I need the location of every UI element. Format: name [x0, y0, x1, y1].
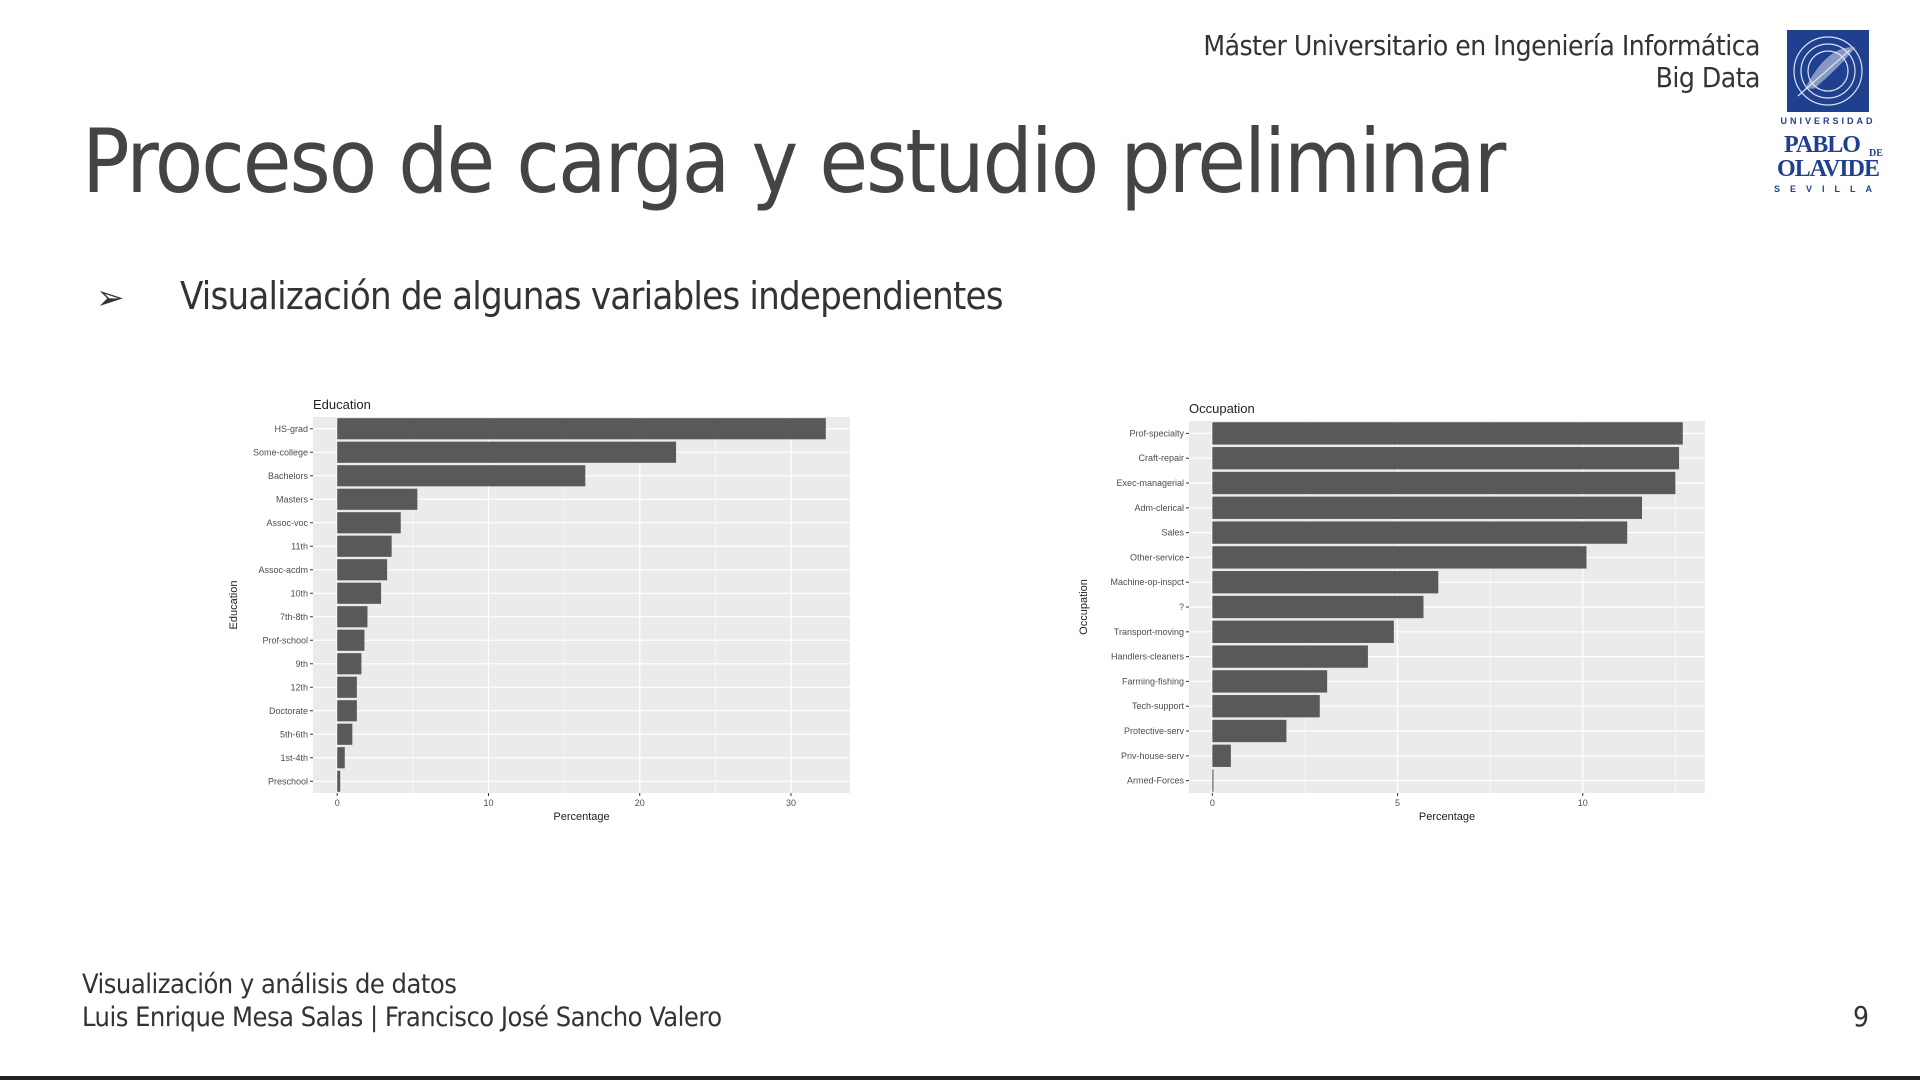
program-name: Máster Universitario en Ingeniería Infor…	[1203, 29, 1760, 62]
chart-title: Education	[313, 397, 371, 412]
category-label: Prof-school	[262, 635, 308, 645]
category-label: Assoc-acdm	[258, 565, 308, 575]
bar-tech-support	[1212, 695, 1320, 718]
x-tick-label: 30	[786, 798, 796, 808]
category-label: Transport-moving	[1114, 627, 1184, 637]
category-label: Exec-managerial	[1116, 478, 1184, 488]
y-axis-title: Education	[228, 581, 240, 630]
occupation-chart: Occupation Prof-specialty Craft-repair Exec…	[1078, 401, 1705, 823]
x-tick-label: 5	[1395, 798, 1400, 808]
program-specialty: Big Data	[1655, 61, 1761, 94]
bar-craft-repair	[1212, 447, 1680, 470]
category-label: Handlers-cleaners	[1111, 652, 1185, 662]
education-chart: Education HS-grad Some-college Bachelors Mas…	[228, 397, 850, 823]
bar-other-service	[1212, 546, 1587, 569]
category-label: 7th-8th	[280, 612, 308, 622]
y-axis-title: Occupation	[1078, 579, 1090, 635]
bar-preschool	[337, 770, 341, 792]
bar-11th	[337, 535, 392, 557]
chart-title: Occupation	[1189, 401, 1255, 416]
page-number: 9	[1852, 1000, 1869, 1033]
x-tick-label: 20	[635, 798, 645, 808]
x-axis-title: Percentage	[553, 811, 609, 823]
category-label: Craft-repair	[1138, 453, 1184, 463]
x-axis-title: Percentage	[1419, 811, 1475, 823]
university-logo: UNIVERSIDAD PABLO DE OLAVIDE SEVILLA	[1762, 26, 1894, 196]
bar-handlers-cleaners	[1212, 645, 1368, 668]
x-tick-label: 0	[335, 798, 340, 808]
category-label: 11th	[291, 541, 308, 551]
bar-sales	[1212, 521, 1628, 544]
category-label: Prof-specialty	[1129, 428, 1184, 438]
bar-masters	[337, 488, 418, 510]
category-label: 1st-4th	[280, 753, 308, 763]
bar-some-college	[337, 441, 677, 463]
authors: Luis Enrique Mesa Salas | Francisco José…	[82, 1002, 722, 1033]
bar-farming-fishing	[1212, 670, 1328, 693]
category-label: Adm-clerical	[1134, 503, 1184, 513]
category-label: ?	[1179, 602, 1184, 612]
course-name: Visualización y análisis de datos	[82, 969, 457, 1000]
category-label: Farming-fishing	[1122, 676, 1184, 686]
logo-city: SEVILLA	[1774, 184, 1882, 194]
category-label: Machine-op-inspct	[1110, 577, 1184, 587]
bottom-border	[0, 1076, 1920, 1080]
x-tick-label: 10	[1578, 798, 1588, 808]
logo-name-line1: PABLO	[1784, 132, 1860, 158]
bar-9th	[337, 653, 362, 675]
footer: Visualización y análisis de datos Luis E…	[82, 968, 722, 1034]
bar-hs-grad	[337, 418, 826, 440]
slide-title: Proceso de carga y estudio preliminar	[82, 110, 1506, 213]
category-label: Armed-Forces	[1127, 776, 1185, 786]
category-label: 10th	[290, 588, 308, 598]
bar-bachelors	[337, 465, 586, 487]
category-label: Sales	[1161, 528, 1184, 538]
bar-assoc-acdm	[337, 559, 388, 581]
x-tick-label: 0	[1210, 798, 1215, 808]
bar-machine-op-inspct	[1212, 571, 1439, 594]
bar-protective-serv	[1212, 719, 1287, 743]
logo-name-line2: OLAVIDE	[1777, 156, 1879, 182]
logo-top-text: UNIVERSIDAD	[1780, 116, 1875, 126]
bar-assoc-voc	[337, 512, 401, 534]
bar-12th	[337, 676, 357, 698]
category-label: 5th-6th	[280, 729, 308, 739]
category-label: 12th	[290, 682, 308, 692]
category-label: Masters	[276, 494, 309, 504]
bar-1st-4th	[337, 747, 345, 769]
bullet-text: Visualización de algunas variables indep…	[180, 274, 1004, 318]
category-label: Priv-house-serv	[1121, 751, 1185, 761]
category-label: Assoc-voc	[266, 518, 308, 528]
logo-name-de: DE	[1869, 148, 1883, 159]
bar-unknown	[1212, 595, 1424, 619]
category-label: HS-grad	[274, 424, 308, 434]
arrowhead-bullet-icon: ➢	[96, 279, 125, 317]
category-label: Bachelors	[268, 471, 309, 481]
bar-transport-moving	[1212, 620, 1394, 643]
category-label: 9th	[295, 659, 308, 669]
category-label: Some-college	[253, 447, 308, 457]
category-label: Tech-support	[1132, 701, 1185, 711]
bar-doctorate	[337, 700, 357, 722]
category-label: Doctorate	[269, 706, 308, 716]
bar-prof-specialty	[1212, 422, 1683, 445]
bar-armed-forces	[1212, 769, 1214, 792]
x-tick-label: 10	[483, 798, 493, 808]
bar-5th-6th	[337, 723, 353, 745]
bar-10th	[337, 582, 382, 604]
bar-exec-managerial	[1212, 471, 1676, 495]
bar-7th-8th	[337, 606, 368, 628]
program-header: Máster Universitario en Ingeniería Infor…	[1203, 30, 1760, 94]
category-label: Other-service	[1130, 552, 1184, 562]
bar-prof-school	[337, 629, 365, 651]
bar-adm-clerical	[1212, 496, 1643, 519]
category-label: Preschool	[268, 776, 308, 786]
bar-priv-house-serv	[1212, 744, 1231, 767]
category-label: Protective-serv	[1124, 726, 1185, 736]
